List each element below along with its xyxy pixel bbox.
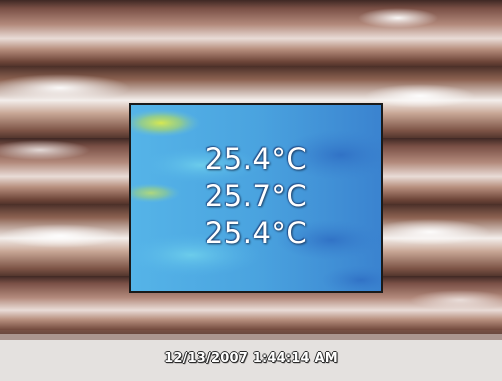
- temperature-readings: 25.4°C 25.7°C 25.4°C: [131, 141, 381, 252]
- thermal-image: [131, 105, 381, 291]
- temperature-reading-2: 25.7°C: [204, 179, 308, 213]
- capture-timestamp: 12/13/2007 1:44:14 AM: [164, 351, 338, 366]
- thermal-overlay: 25.4°C 25.7°C 25.4°C: [129, 103, 383, 293]
- temperature-reading-3: 25.4°C: [204, 216, 308, 250]
- temperature-reading-1: 25.4°C: [204, 142, 308, 176]
